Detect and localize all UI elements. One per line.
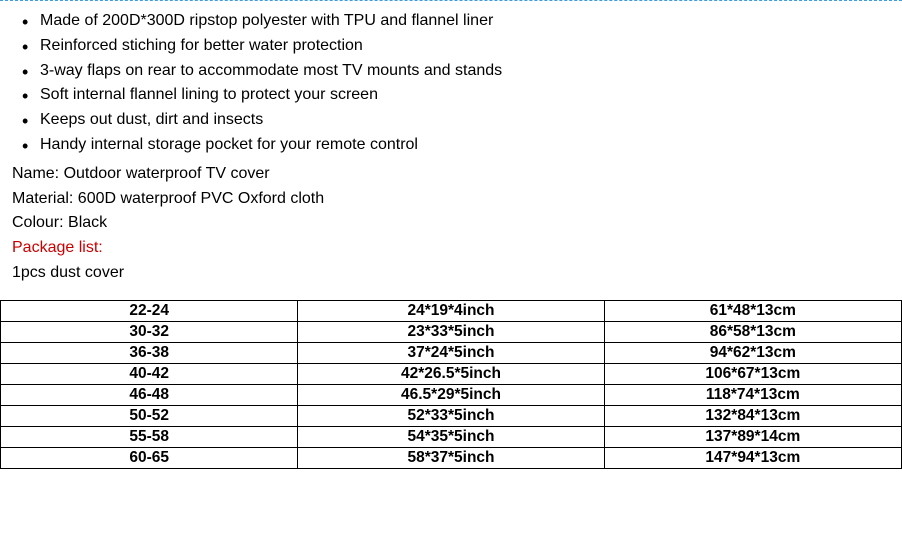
- package-list-header: Package list:: [12, 236, 890, 261]
- table-row: 46-48 46.5*29*5inch 118*74*13cm: [1, 384, 902, 405]
- table-row: 55-58 54*35*5inch 137*89*14cm: [1, 426, 902, 447]
- feature-list: Made of 200D*300D ripstop polyester with…: [12, 9, 890, 158]
- product-name-line: Name: Outdoor waterproof TV cover: [12, 162, 890, 187]
- product-colour-line: Colour: Black: [12, 211, 890, 236]
- table-row: 60-65 58*37*5inch 147*94*13cm: [1, 447, 902, 468]
- size-table: 22-24 24*19*4inch 61*48*13cm 30-32 23*33…: [0, 300, 902, 469]
- product-description-panel: Made of 200D*300D ripstop polyester with…: [0, 0, 902, 469]
- table-row: 22-24 24*19*4inch 61*48*13cm: [1, 300, 902, 321]
- product-material-line: Material: 600D waterproof PVC Oxford clo…: [12, 187, 890, 212]
- cell-size: 36-38: [1, 342, 298, 363]
- cell-cm: 137*89*14cm: [604, 426, 901, 447]
- table-row: 36-38 37*24*5inch 94*62*13cm: [1, 342, 902, 363]
- table-row: 40-42 42*26.5*5inch 106*67*13cm: [1, 363, 902, 384]
- cell-size: 30-32: [1, 321, 298, 342]
- cell-cm: 94*62*13cm: [604, 342, 901, 363]
- cell-inch: 37*24*5inch: [298, 342, 604, 363]
- cell-inch: 52*33*5inch: [298, 405, 604, 426]
- feature-item: Soft internal flannel lining to protect …: [40, 83, 890, 108]
- size-table-body: 22-24 24*19*4inch 61*48*13cm 30-32 23*33…: [1, 300, 902, 468]
- cell-size: 60-65: [1, 447, 298, 468]
- cell-inch: 46.5*29*5inch: [298, 384, 604, 405]
- cell-cm: 61*48*13cm: [604, 300, 901, 321]
- cell-size: 40-42: [1, 363, 298, 384]
- feature-item: Reinforced stiching for better water pro…: [40, 34, 890, 59]
- cell-inch: 54*35*5inch: [298, 426, 604, 447]
- cell-cm: 118*74*13cm: [604, 384, 901, 405]
- cell-cm: 86*58*13cm: [604, 321, 901, 342]
- cell-inch: 23*33*5inch: [298, 321, 604, 342]
- cell-inch: 24*19*4inch: [298, 300, 604, 321]
- cell-cm: 132*84*13cm: [604, 405, 901, 426]
- table-row: 30-32 23*33*5inch 86*58*13cm: [1, 321, 902, 342]
- cell-size: 50-52: [1, 405, 298, 426]
- cell-cm: 147*94*13cm: [604, 447, 901, 468]
- feature-item: Keeps out dust, dirt and insects: [40, 108, 890, 133]
- cell-size: 55-58: [1, 426, 298, 447]
- feature-item: Made of 200D*300D ripstop polyester with…: [40, 9, 890, 34]
- table-row: 50-52 52*33*5inch 132*84*13cm: [1, 405, 902, 426]
- package-list-item: 1pcs dust cover: [12, 261, 890, 286]
- feature-item: 3-way flaps on rear to accommodate most …: [40, 59, 890, 84]
- cell-cm: 106*67*13cm: [604, 363, 901, 384]
- cell-inch: 58*37*5inch: [298, 447, 604, 468]
- cell-size: 22-24: [1, 300, 298, 321]
- cell-inch: 42*26.5*5inch: [298, 363, 604, 384]
- feature-item: Handy internal storage pocket for your r…: [40, 133, 890, 158]
- cell-size: 46-48: [1, 384, 298, 405]
